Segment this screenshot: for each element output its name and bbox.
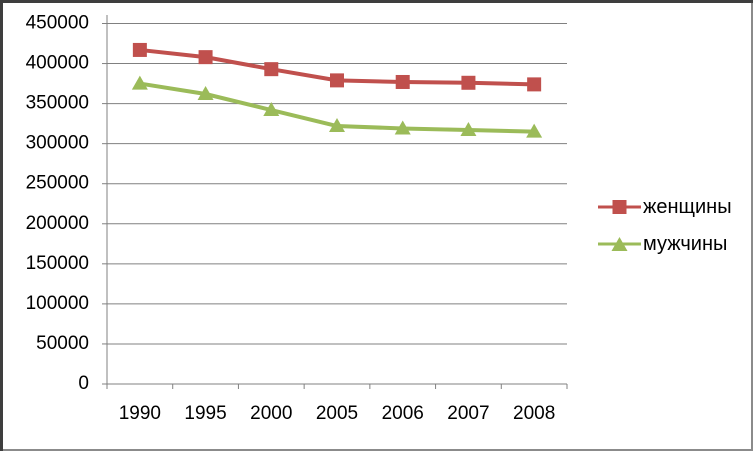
- legend-square-women: [612, 200, 627, 214]
- y-tick-label: 350000: [26, 93, 89, 114]
- x-tick-label: 2007: [447, 403, 489, 424]
- x-tick-label: 2006: [382, 403, 424, 424]
- y-tick-label: 0: [78, 373, 89, 394]
- data-marker-square: [527, 77, 542, 92]
- legend-label-men: мужчины: [643, 232, 728, 255]
- data-marker-square: [330, 73, 344, 88]
- y-tick-label: 400000: [26, 53, 89, 74]
- legend-square-marker-icon: [598, 200, 641, 214]
- y-tick-label: 250000: [26, 173, 89, 194]
- data-marker-triangle: [197, 85, 214, 100]
- x-tick-label: 1995: [184, 403, 226, 424]
- x-tick-label: 2000: [250, 403, 292, 424]
- x-tick-label: 2005: [316, 403, 358, 424]
- y-tick-label: 300000: [26, 133, 89, 154]
- data-marker-triangle: [131, 75, 148, 90]
- data-marker-triangle: [329, 118, 345, 133]
- data-marker-square: [198, 50, 213, 65]
- legend-label-women: женщины: [643, 195, 732, 218]
- data-marker-triangle: [263, 102, 280, 117]
- y-tick-label: 200000: [26, 213, 89, 234]
- data-marker-square: [264, 62, 279, 77]
- legend: женщины мужчины: [598, 194, 732, 257]
- y-tick-label: 50000: [36, 333, 89, 354]
- legend-triangle-men: [611, 237, 628, 251]
- data-marker-square: [461, 75, 476, 90]
- data-marker-square: [395, 74, 410, 89]
- data-marker-triangle: [526, 123, 543, 138]
- legend-item-men: мужчины: [598, 231, 732, 257]
- y-tick-label: 100000: [26, 293, 89, 314]
- legend-item-women: женщины: [598, 194, 732, 220]
- data-marker-triangle: [460, 122, 477, 137]
- data-marker-triangle: [394, 120, 411, 135]
- y-tick-label: 450000: [26, 13, 89, 34]
- data-marker-square: [132, 42, 147, 57]
- x-tick-label: 2008: [513, 403, 555, 424]
- x-tick-label: 1990: [119, 403, 161, 424]
- legend-triangle-marker-icon: [598, 237, 641, 251]
- y-tick-label: 150000: [26, 253, 89, 274]
